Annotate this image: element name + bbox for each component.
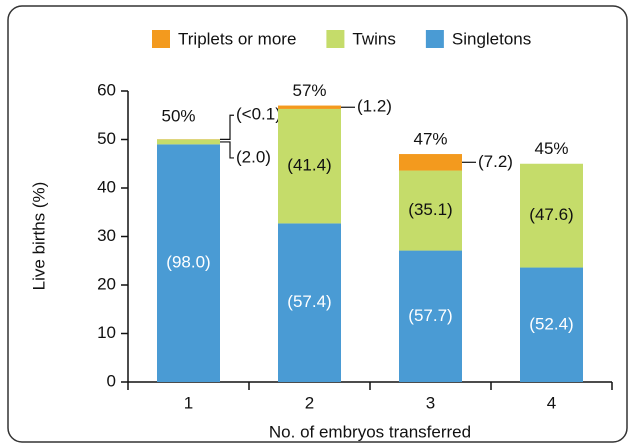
frame [7, 5, 628, 443]
share-label: (47.6) [529, 205, 573, 224]
legend-swatch [425, 30, 444, 48]
y-tick-label: 10 [97, 323, 116, 342]
bar-segment [278, 223, 341, 382]
y-tick-label: 60 [97, 80, 116, 99]
legend-swatch [326, 30, 345, 48]
x-tick-label: 3 [426, 393, 435, 412]
bar-segment [520, 163, 583, 268]
x-tick-label: 2 [305, 393, 314, 412]
share-label: (41.4) [287, 156, 331, 175]
share-label: (57.4) [287, 292, 331, 311]
bar-segment [278, 105, 341, 109]
bar-segment [278, 108, 341, 224]
legend-label: Triplets or more [178, 29, 296, 48]
total-label: 57% [292, 81, 326, 100]
share-label: (7.2) [478, 152, 513, 171]
bar-segment [399, 250, 462, 382]
y-tick-label: 0 [107, 371, 116, 390]
x-tick-label: 4 [547, 393, 556, 412]
leader-line [220, 141, 234, 159]
legend-swatch [152, 30, 170, 48]
total-label: 47% [413, 130, 447, 149]
share-label: (1.2) [357, 97, 392, 116]
y-axis-title: Live births (%) [29, 182, 48, 291]
bar-segment [157, 144, 220, 382]
bar-segment [399, 170, 462, 251]
share-label: (57.7) [408, 306, 452, 325]
total-label: 50% [161, 107, 195, 126]
x-axis-title: No. of embryos transferred [269, 422, 471, 441]
y-tick-label: 20 [97, 274, 116, 293]
y-tick-label: 50 [97, 129, 116, 148]
legend-label: Twins [352, 29, 395, 48]
bar-segment [520, 267, 583, 382]
share-label: (35.1) [408, 200, 452, 219]
bar-segment [157, 139, 220, 145]
share-label: (98.0) [166, 253, 210, 272]
legend-label: Singletons [452, 29, 531, 48]
share-label: (2.0) [236, 147, 271, 166]
share-label: (52.4) [529, 314, 573, 333]
leader-line [220, 114, 234, 140]
total-label: 45% [534, 139, 568, 158]
y-tick-label: 30 [97, 226, 116, 245]
x-tick-label: 1 [184, 393, 193, 412]
share-label: (<0.1) [236, 105, 281, 124]
y-tick-label: 40 [97, 177, 116, 196]
bar-segment [399, 154, 462, 171]
